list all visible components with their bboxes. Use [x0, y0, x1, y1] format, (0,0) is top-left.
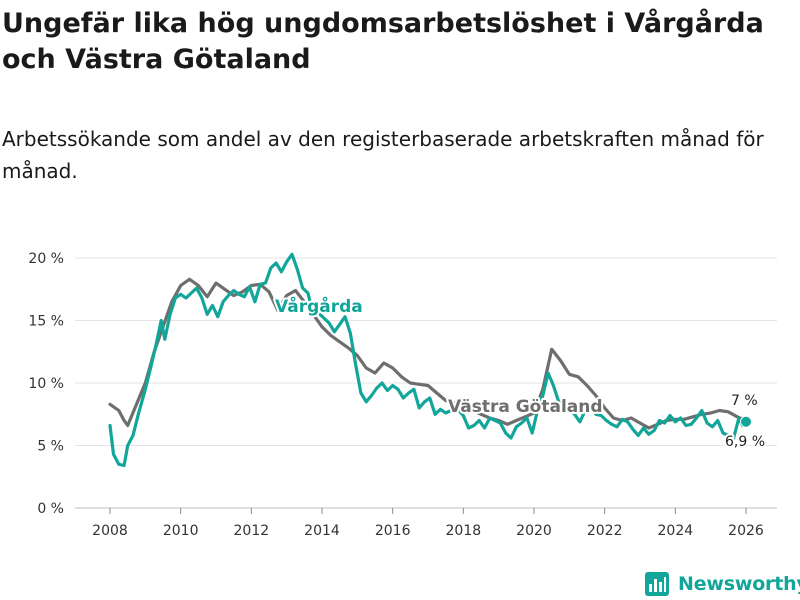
- series-line-vastra-gotaland: [108, 277, 748, 430]
- axes: 0 % 5 % 10 % 15 % 20 % 2008 2010 2012 2014 2016 20…: [28, 251, 763, 539]
- y-tick-label: 5 %: [37, 439, 64, 455]
- x-tick-label: 2018: [446, 523, 482, 539]
- gridlines: [75, 257, 777, 509]
- end-value-vargarda: 6,9 %: [725, 434, 765, 450]
- y-tick-label: 10 %: [28, 376, 64, 392]
- chart-subtitle: Arbetssökande som andel av den registerb…: [2, 127, 764, 183]
- y-tick-label: 0 %: [37, 501, 64, 517]
- x-tick-label: 2016: [375, 523, 411, 539]
- x-tick-label: 2010: [163, 523, 199, 539]
- end-marker-vargarda: [740, 415, 752, 428]
- chart-title: Ungefär lika hög ungdomsarbetslöshet i V…: [2, 8, 764, 75]
- x-tick-label: 2008: [92, 523, 128, 539]
- series-label-vargarda: Vårgårda: [275, 295, 363, 317]
- x-tick-label: 2012: [234, 523, 270, 539]
- newsworthy-logo: Newsworthy: [644, 570, 800, 598]
- x-tick-label: 2026: [728, 523, 764, 539]
- x-tick-label: 2024: [658, 523, 694, 539]
- x-tick-label: 2022: [587, 523, 623, 539]
- series-line-vargarda: [108, 252, 748, 468]
- series-label-vastra-gotaland: Västra Götaland: [448, 397, 603, 417]
- bar-chart-icon: [645, 572, 669, 596]
- y-tick-label: 15 %: [28, 314, 64, 330]
- series-lines: [108, 252, 752, 468]
- x-tick-label: 2014: [304, 523, 340, 539]
- end-value-vastra-gotaland: 7 %: [731, 393, 758, 409]
- brand-name: Newsworthy: [678, 573, 800, 595]
- y-tick-label: 20 %: [28, 251, 64, 267]
- x-tick-label: 2020: [516, 523, 552, 539]
- series-labels: Vårgårda Västra Götaland 7 % 6,9 %: [273, 293, 767, 452]
